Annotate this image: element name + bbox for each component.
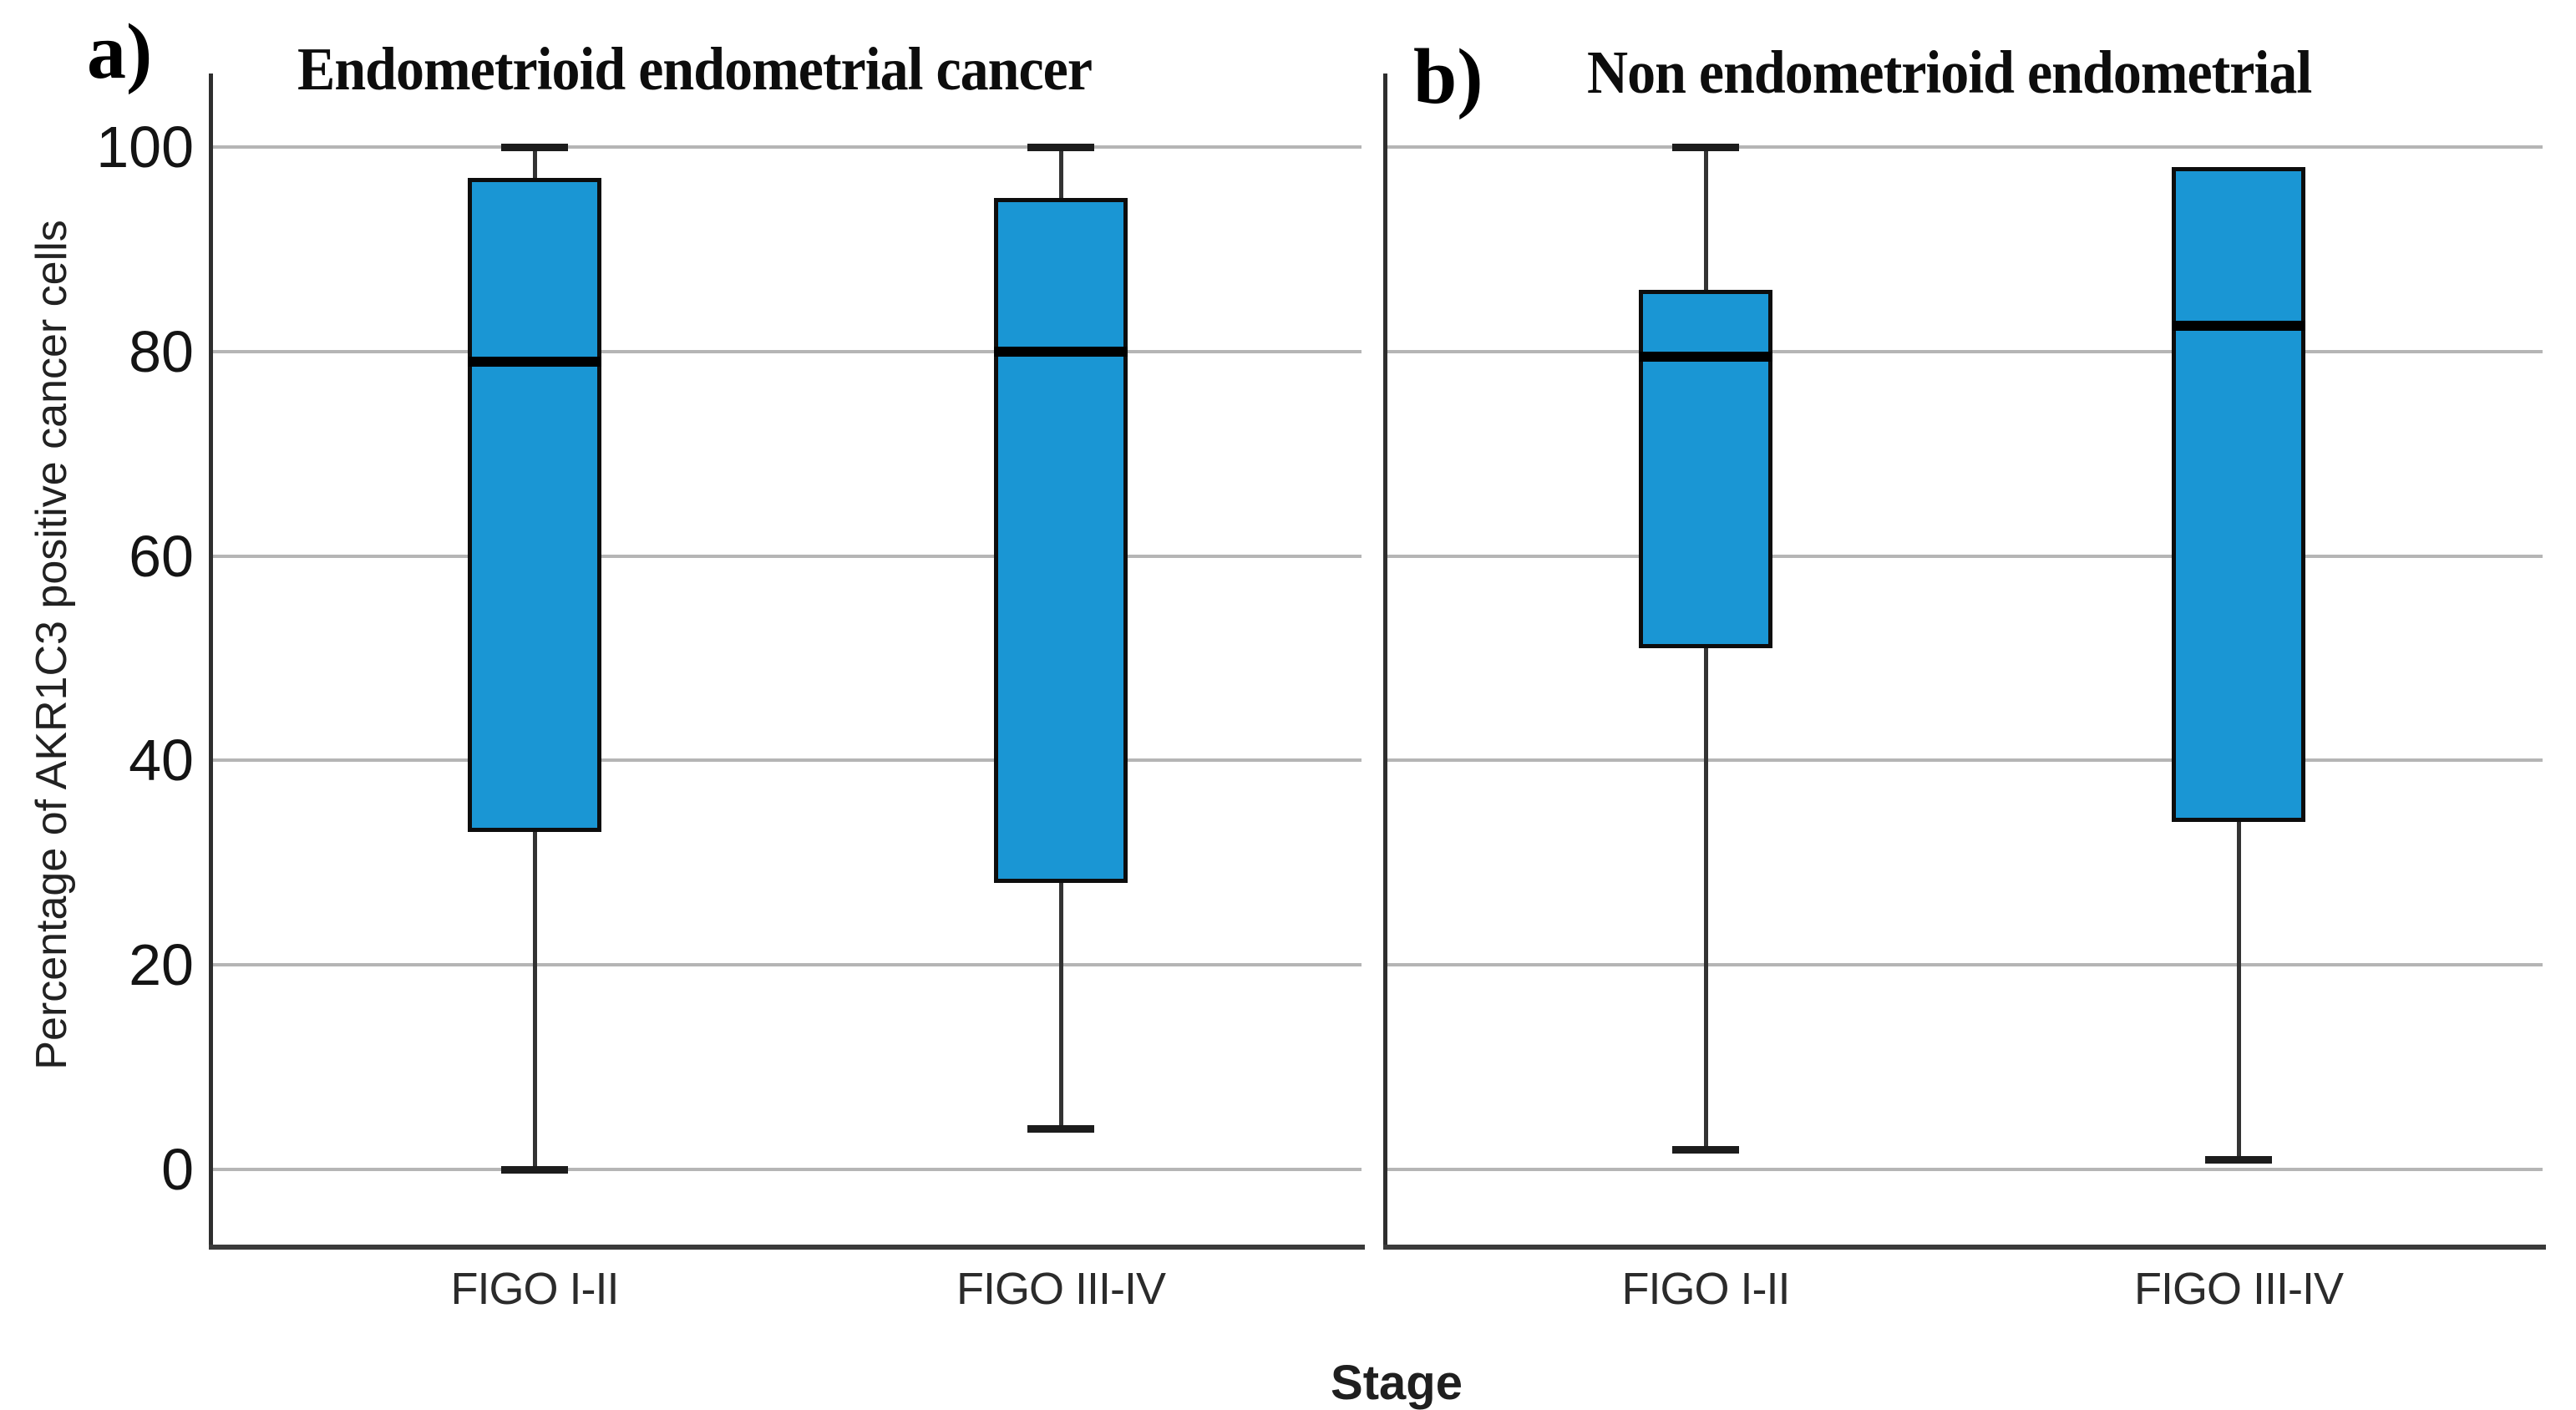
y-tick-label: 0: [161, 1137, 194, 1202]
y-tick-label: 100: [96, 114, 194, 180]
gridline-y20: [1387, 963, 2543, 967]
gridline-y40: [1387, 758, 2543, 763]
gridline-y60: [1387, 554, 2543, 558]
upper-whisker-line: [1704, 147, 1708, 291]
gridline-y20: [212, 963, 1362, 967]
x-axis-line: [1383, 1245, 2546, 1250]
lower-whisker-cap: [2205, 1155, 2272, 1164]
lower-whisker-line: [1704, 647, 1708, 1149]
upper-whisker-cap: [1672, 144, 1739, 151]
lower-whisker-cap: [1672, 1145, 1739, 1154]
gridline-y80: [212, 349, 1362, 353]
x-tick-label: FIGO III-IV: [2133, 1264, 2344, 1314]
x-tick-label: FIGO III-IV: [956, 1264, 1166, 1314]
x-axis-line: [209, 1245, 1365, 1250]
upper-whisker-line: [1059, 147, 1063, 199]
lower-whisker-cap: [1027, 1125, 1094, 1134]
panel-b-letter: b): [1413, 33, 1483, 120]
upper-whisker-line: [533, 147, 537, 178]
y-tick-label: 80: [129, 318, 194, 384]
y-tick-label: 40: [129, 728, 194, 794]
lower-whisker-line: [1059, 883, 1063, 1129]
y-axis-line: [1383, 74, 1387, 1249]
median-line: [994, 346, 1128, 357]
box-iqr: [1639, 290, 1772, 648]
lower-whisker-line: [2237, 821, 2241, 1159]
x-axis-label: Stage: [1331, 1356, 1463, 1410]
upper-whisker-cap: [501, 144, 568, 151]
gridline-y100: [1387, 145, 2543, 149]
gridline-y80: [1387, 349, 2543, 353]
x-tick-label: FIGO I-II: [450, 1264, 620, 1314]
median-line: [1639, 351, 1772, 362]
median-line: [2172, 321, 2305, 332]
gridline-y0: [1387, 1168, 2543, 1171]
upper-whisker-cap: [1027, 144, 1094, 151]
y-axis-line: [209, 74, 213, 1249]
gridline-y60: [212, 554, 1362, 558]
gridline-y0: [212, 1168, 1362, 1171]
panel-a-letter: a): [87, 8, 153, 95]
y-tick-label: 20: [129, 932, 194, 998]
x-tick-label: FIGO I-II: [1621, 1264, 1791, 1314]
panel-a-title: Endometrioid endometrial cancer: [297, 34, 1093, 104]
box-iqr: [468, 177, 601, 833]
panel-b-title: Non endometrioid endometrial: [1587, 38, 2312, 107]
y-axis-label: Percentage of AKR1C3 positive cancer cel…: [28, 220, 76, 1070]
median-line: [468, 357, 601, 368]
gridline-y100: [212, 145, 1362, 149]
box-iqr: [2172, 167, 2305, 822]
lower-whisker-line: [533, 832, 537, 1169]
y-tick-label: 60: [129, 523, 194, 589]
gridline-y40: [212, 758, 1362, 763]
box-iqr: [994, 198, 1128, 884]
lower-whisker-cap: [501, 1166, 568, 1174]
